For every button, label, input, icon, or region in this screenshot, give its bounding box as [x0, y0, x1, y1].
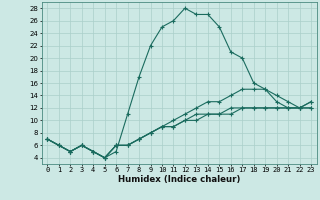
X-axis label: Humidex (Indice chaleur): Humidex (Indice chaleur): [118, 175, 240, 184]
